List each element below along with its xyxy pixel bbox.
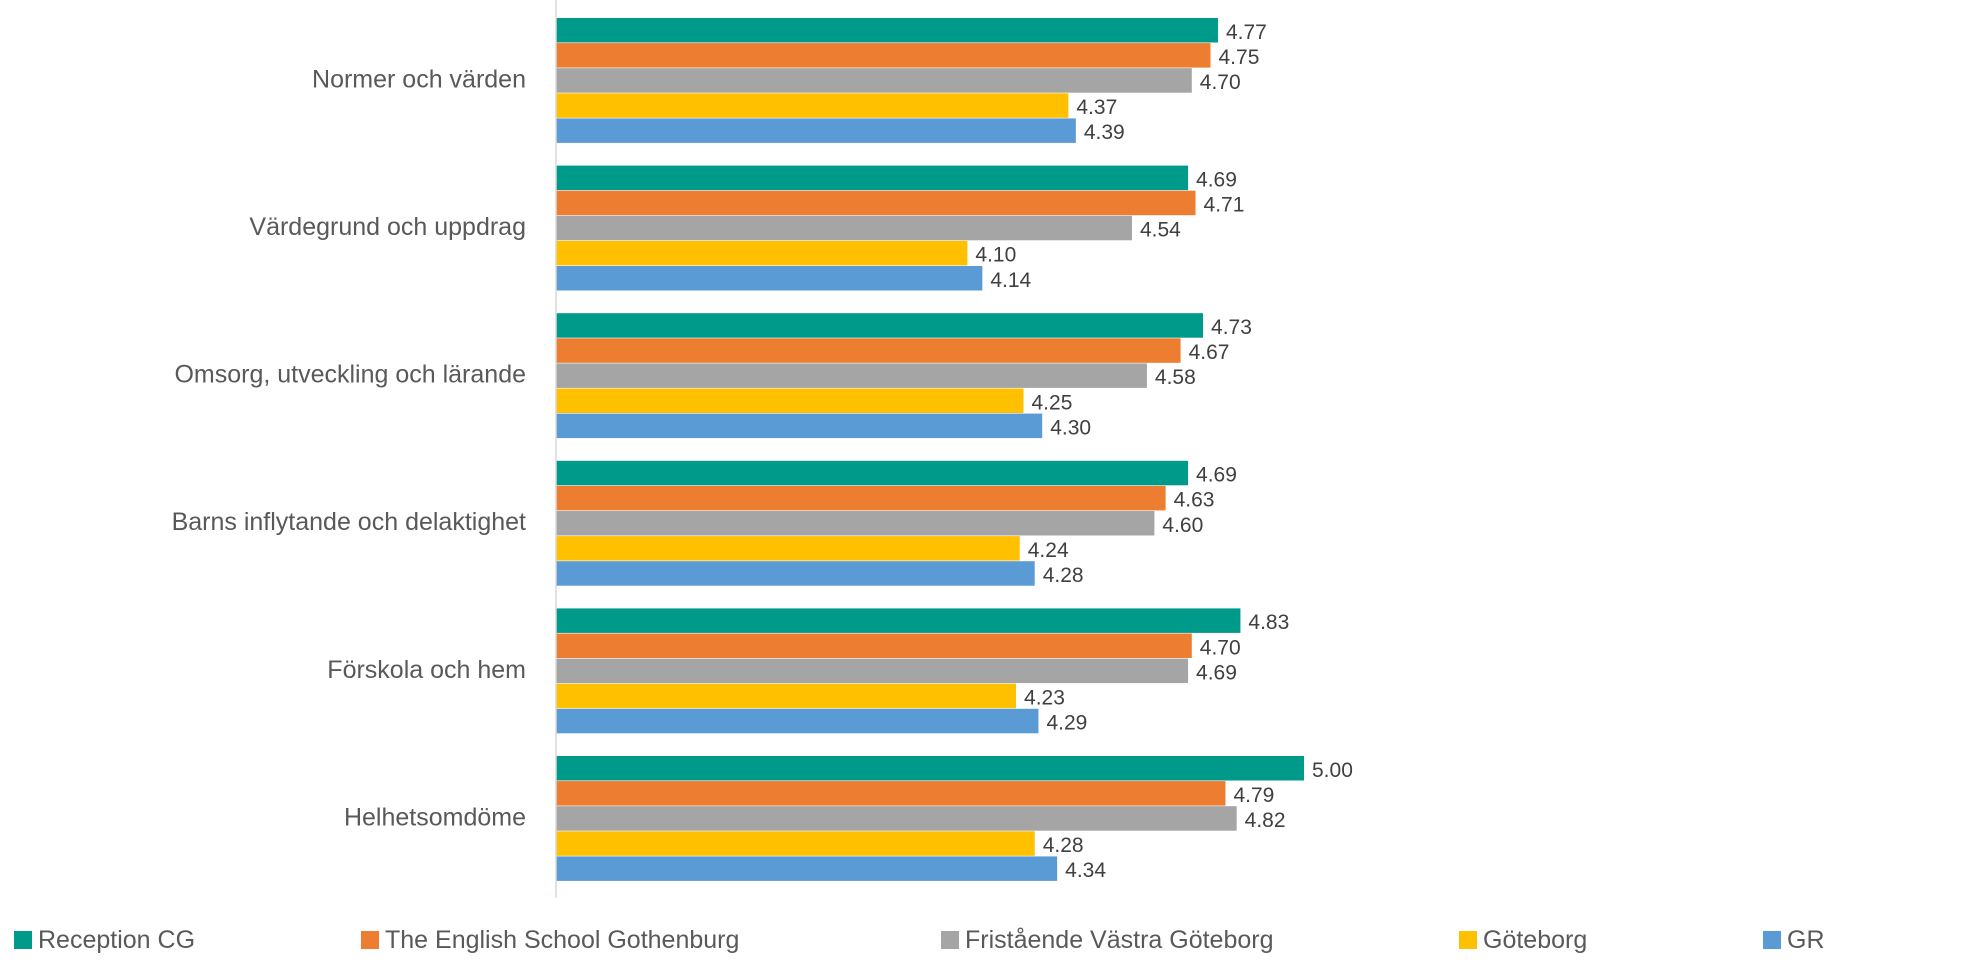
data-label-goteborg-normer-och-varden: 4.37: [1076, 96, 1117, 119]
legend-label-reception-cg: Reception CG: [38, 926, 195, 954]
category-label-normer-och-varden: Normer och värden: [312, 65, 526, 93]
data-label-goteborg-forskola-och-hem: 4.23: [1024, 686, 1065, 709]
data-label-goteborg-vardegrund-och-uppdrag: 4.10: [975, 244, 1016, 267]
bar-fristaende-vastra-goteborg-helhetsomdome: [556, 806, 1237, 831]
value-labels-layer: 4.774.754.704.374.394.694.714.544.104.14…: [975, 21, 1352, 882]
bar-gr-normer-och-varden: [556, 118, 1076, 143]
data-label-reception-cg-barns-inflytande-och-delaktighet: 4.69: [1196, 464, 1237, 487]
bar-fristaende-vastra-goteborg-barns-inflytande-och-delaktighet: [556, 511, 1155, 536]
data-label-fristaende-vastra-goteborg-vardegrund-och-uppdrag: 4.54: [1140, 219, 1181, 242]
bar-goteborg-forskola-och-hem: [556, 683, 1017, 709]
bar-gr-forskola-och-hem: [556, 708, 1039, 734]
category-label-helhetsomdome: Helhetsomdöme: [344, 803, 526, 831]
legend-label-fristaende-vastra-goteborg: Fristående Västra Göteborg: [965, 926, 1274, 954]
legend-swatch-goteborg: [1459, 931, 1477, 949]
bar-the-english-school-gothenburg-helhetsomdome: [556, 781, 1226, 806]
category-labels-layer: Normer och värden Värdegrund och uppdrag O…: [172, 65, 526, 831]
data-label-the-english-school-gothenburg-barns-inflytande-och-delaktighet: 4.63: [1174, 489, 1215, 512]
data-label-fristaende-vastra-goteborg-barns-inflytande-och-delaktighet: 4.60: [1162, 514, 1203, 537]
category-label-omsorg-utveckling-och-larande: Omsorg, utveckling och lärande: [174, 361, 526, 389]
bar-reception-cg-vardegrund-och-uppdrag: [556, 165, 1189, 191]
category-label-vardegrund-och-uppdrag: Värdegrund och uppdrag: [249, 213, 526, 241]
bar-fristaende-vastra-goteborg-forskola-och-hem: [556, 658, 1189, 684]
bar-goteborg-normer-och-varden: [556, 93, 1069, 118]
bar-gr-omsorg-utveckling-och-larande: [556, 413, 1043, 439]
legend-swatch-fristaende-vastra-goteborg: [941, 931, 959, 949]
bar-the-english-school-gothenburg-omsorg-utveckling-och-larande: [556, 338, 1181, 363]
data-label-the-english-school-gothenburg-helhetsomdome: 4.79: [1233, 784, 1274, 807]
bar-reception-cg-omsorg-utveckling-och-larande: [556, 313, 1204, 338]
bar-the-english-school-gothenburg-vardegrund-och-uppdrag: [556, 190, 1196, 216]
data-label-reception-cg-vardegrund-och-uppdrag: 4.69: [1196, 168, 1237, 191]
data-label-the-english-school-gothenburg-vardegrund-och-uppdrag: 4.71: [1204, 193, 1245, 216]
bar-reception-cg-barns-inflytande-och-delaktighet: [556, 460, 1189, 486]
bar-fristaende-vastra-goteborg-vardegrund-och-uppdrag: [556, 215, 1132, 241]
data-label-reception-cg-forskola-och-hem: 4.83: [1248, 611, 1289, 634]
data-label-reception-cg-normer-och-varden: 4.77: [1226, 21, 1267, 44]
data-label-the-english-school-gothenburg-omsorg-utveckling-och-larande: 4.67: [1189, 341, 1230, 364]
bar-reception-cg-normer-och-varden: [556, 18, 1218, 43]
data-label-gr-omsorg-utveckling-och-larande: 4.30: [1050, 416, 1091, 439]
bar-goteborg-vardegrund-och-uppdrag: [556, 240, 968, 266]
data-label-the-english-school-gothenburg-normer-och-varden: 4.75: [1219, 46, 1260, 69]
data-label-gr-barns-inflytande-och-delaktighet: 4.28: [1043, 564, 1084, 587]
bar-goteborg-barns-inflytande-och-delaktighet: [556, 536, 1020, 561]
data-label-fristaende-vastra-goteborg-forskola-och-hem: 4.69: [1196, 661, 1237, 684]
bar-goteborg-omsorg-utveckling-och-larande: [556, 388, 1024, 413]
data-label-reception-cg-omsorg-utveckling-och-larande: 4.73: [1211, 316, 1252, 339]
data-label-the-english-school-gothenburg-forskola-och-hem: 4.70: [1200, 636, 1241, 659]
legend-swatch-the-english-school-gothenburg: [361, 931, 379, 949]
bar-fristaende-vastra-goteborg-omsorg-utveckling-och-larande: [556, 363, 1147, 388]
legend-label-gr: GR: [1787, 926, 1825, 954]
data-label-fristaende-vastra-goteborg-helhetsomdome: 4.82: [1245, 809, 1286, 832]
bar-reception-cg-forskola-och-hem: [556, 608, 1241, 633]
category-label-barns-inflytande-och-delaktighet: Barns inflytande och delaktighet: [172, 508, 526, 536]
data-label-gr-helhetsomdome: 4.34: [1065, 859, 1106, 882]
legend-swatch-gr: [1763, 931, 1781, 949]
legend-swatch-reception-cg: [14, 931, 32, 949]
bar-the-english-school-gothenburg-forskola-och-hem: [556, 633, 1192, 658]
data-label-reception-cg-helhetsomdome: 5.00: [1312, 759, 1353, 782]
data-label-goteborg-omsorg-utveckling-och-larande: 4.25: [1032, 391, 1073, 414]
data-label-fristaende-vastra-goteborg-normer-och-varden: 4.70: [1200, 71, 1241, 94]
legend: Reception CG The English School Gothenbur…: [14, 926, 1825, 954]
data-label-gr-forskola-och-hem: 4.29: [1046, 712, 1087, 735]
bar-goteborg-helhetsomdome: [556, 831, 1035, 856]
bars-layer: [556, 18, 1304, 881]
category-label-forskola-och-hem: Förskola och hem: [327, 656, 526, 684]
bar-the-english-school-gothenburg-normer-och-varden: [556, 43, 1211, 68]
data-label-gr-vardegrund-och-uppdrag: 4.14: [990, 269, 1031, 292]
bar-gr-barns-inflytande-och-delaktighet: [556, 561, 1035, 586]
data-label-gr-normer-och-varden: 4.39: [1084, 121, 1125, 144]
data-label-goteborg-barns-inflytande-och-delaktighet: 4.24: [1028, 539, 1069, 562]
bar-gr-helhetsomdome: [556, 856, 1058, 881]
data-label-fristaende-vastra-goteborg-omsorg-utveckling-och-larande: 4.58: [1155, 366, 1196, 389]
bar-reception-cg-helhetsomdome: [556, 756, 1304, 781]
bar-fristaende-vastra-goteborg-normer-och-varden: [556, 68, 1192, 93]
data-label-goteborg-helhetsomdome: 4.28: [1043, 834, 1084, 857]
legend-label-goteborg: Göteborg: [1483, 926, 1587, 954]
bar-the-english-school-gothenburg-barns-inflytande-och-delaktighet: [556, 485, 1166, 511]
legend-label-the-english-school-gothenburg: The English School Gothenburg: [385, 926, 739, 954]
bar-gr-vardegrund-och-uppdrag: [556, 266, 983, 291]
